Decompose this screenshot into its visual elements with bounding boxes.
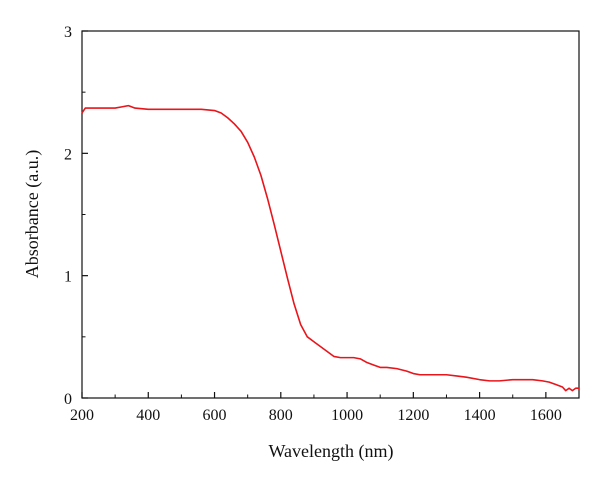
x-axis-ticks: 200 400 600 800 1000 1200 1400 1600 (70, 392, 562, 424)
x-tick-label: 1200 (397, 407, 429, 424)
x-tick-label: 800 (269, 407, 293, 424)
y-tick-label: 3 (64, 24, 72, 41)
x-tick-label: 1600 (530, 407, 562, 424)
plot-frame (81, 30, 580, 399)
x-tick-label: 600 (203, 407, 227, 424)
x-tick-label: 400 (136, 407, 160, 424)
x-tick-label: 1000 (331, 407, 363, 424)
y-axis-title: Absorbance (a.u.) (22, 150, 43, 278)
series-line-0 (81, 104, 579, 392)
y-axis-ticks: 0 1 2 3 (64, 24, 88, 408)
y-tick-label: 0 (64, 391, 72, 408)
x-tick-label: 200 (70, 407, 94, 424)
y-tick-label: 2 (64, 146, 72, 163)
series-layer (81, 104, 579, 392)
x-axis-title: Wavelength (nm) (268, 441, 393, 462)
x-tick-label: 1400 (464, 407, 496, 424)
y-tick-label: 1 (64, 269, 72, 286)
